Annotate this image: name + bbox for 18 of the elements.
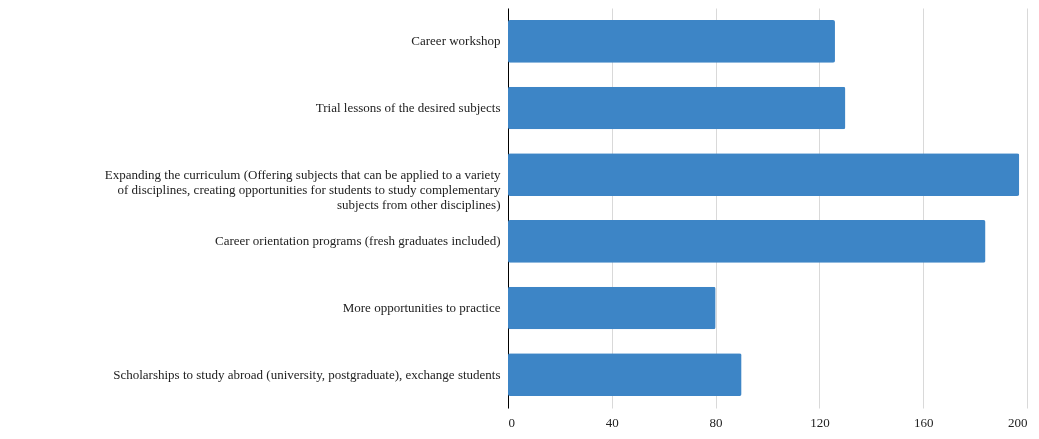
y-tick-label: Career workshop [411, 33, 501, 49]
x-tick-label: 120 [810, 414, 830, 430]
bar [508, 286, 716, 330]
y-tick-label: Scholarships to study abroad (university, postgraduate), exchange students [113, 366, 501, 382]
bar [508, 86, 846, 130]
y-tick-label: Expanding the curriculum (Offering subjects that can be applied to a variety of disciplines, creating opportunities for students to study complementary subjects from other disciplines) [104, 166, 501, 212]
y-tick-label: More opportunities to practice [342, 300, 501, 315]
bar [508, 153, 1020, 196]
y-tick-label: Trial lessons of the desired subjects [315, 100, 501, 115]
x-tick-label: 80 [709, 414, 723, 430]
bar [508, 220, 986, 263]
bar [508, 20, 835, 63]
x-tick-label: 200 [1008, 414, 1028, 430]
x-tick-label: 0 [508, 414, 515, 430]
x-tick-label: 40 [605, 414, 619, 430]
bar [508, 353, 742, 396]
x-tick-label: 160 [913, 414, 934, 430]
y-tick-label: Career orientation programs (fresh graduates included) [214, 233, 501, 249]
